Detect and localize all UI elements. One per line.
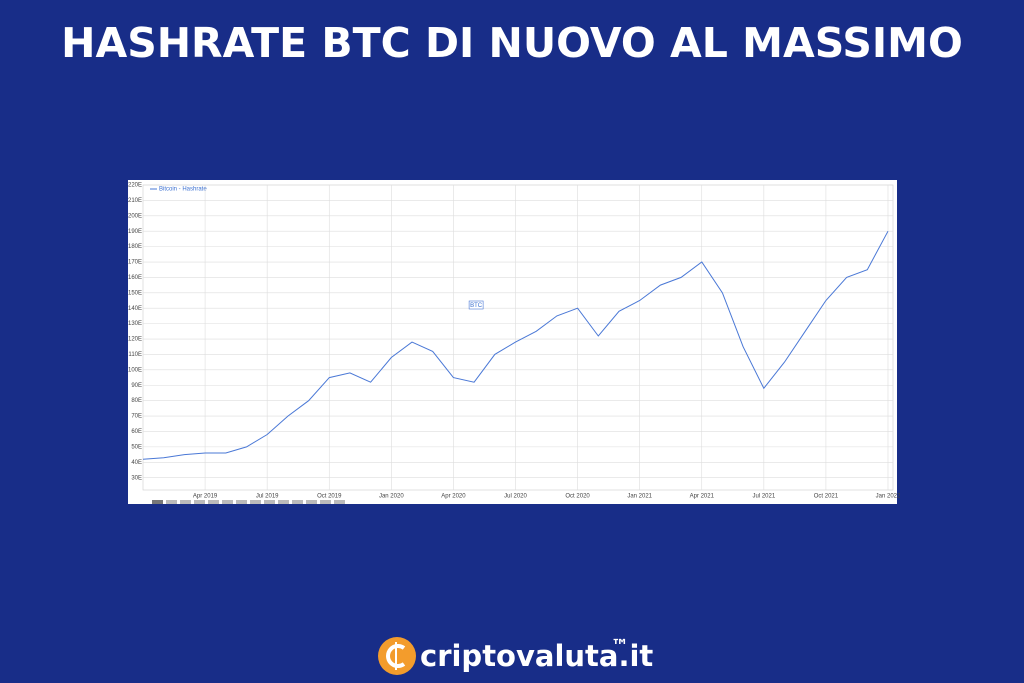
y-tick-label: 140E <box>128 306 142 312</box>
y-tick-label: 90E <box>131 383 142 389</box>
range-button <box>208 500 219 504</box>
y-tick-label: 110E <box>128 352 142 358</box>
line <box>142 230 889 460</box>
x-tick-label: Jan 2021 <box>627 494 652 500</box>
range-button <box>278 500 289 504</box>
range-buttons <box>152 500 345 504</box>
range-button <box>334 500 345 504</box>
range-button <box>264 500 275 504</box>
range-button <box>306 500 317 504</box>
range-button <box>194 500 205 504</box>
page-title: HASHRATE BTC DI NUOVO AL MASSIMO <box>61 19 963 67</box>
plot: 30E 40E 50E 60E 70E 80E 90E 100E 110E 120E 130E 140… <box>128 183 901 500</box>
range-button <box>292 500 303 504</box>
y-tick-label: 190E <box>128 229 142 235</box>
y-tick-label: 120E <box>128 337 142 343</box>
y-tick-label: 200E <box>128 213 142 219</box>
annotation: BTC <box>470 303 483 309</box>
x-tick-label: Oct 2019 <box>317 494 342 500</box>
y-tick-label: 30E <box>131 475 142 481</box>
x-tick-label: Apr 2021 <box>690 494 715 500</box>
range-button <box>320 500 331 504</box>
x-tick-label: Oct 2020 <box>565 494 590 500</box>
y-tick-label: 60E <box>131 429 142 435</box>
y-tick-label: 170E <box>128 260 142 266</box>
logo-text: criptovaluta.it <box>420 639 653 673</box>
x-tick-label: Jul 2021 <box>752 494 775 500</box>
range-button <box>250 500 261 504</box>
y-tick-label: 150E <box>128 290 142 296</box>
annotation-box <box>468 300 484 310</box>
y-tick-label: 180E <box>128 244 142 250</box>
chart-panel <box>128 180 897 504</box>
range-button <box>180 500 191 504</box>
range-button <box>222 500 233 504</box>
y-tick-label: 50E <box>131 444 142 450</box>
logo-icon-c <box>386 644 406 668</box>
y-tick-label: 40E <box>131 460 142 466</box>
x-tick-label: Jan 2020 <box>379 494 404 500</box>
range-button <box>152 500 163 504</box>
y-tick-label: 220E <box>128 183 142 189</box>
legend-label: Bitcoin - Hashrate <box>159 187 207 193</box>
y-tick-label: 210E <box>128 198 142 204</box>
y-tick-label: 80E <box>131 398 142 404</box>
range-button <box>236 500 247 504</box>
x-tick-label: Jan 2022 <box>876 494 901 500</box>
range-button <box>166 500 177 504</box>
logo: criptovaluta.it ™ <box>378 636 653 675</box>
x-tick-label: Jul 2020 <box>504 494 527 500</box>
y-tick-label: 160E <box>128 275 142 281</box>
y-tick-label: 100E <box>128 367 142 373</box>
logo-mark: ™ <box>611 636 629 657</box>
x-tick-label: Oct 2021 <box>814 494 839 500</box>
y-tick-label: 70E <box>131 414 142 420</box>
y-tick-label: 130E <box>128 321 142 327</box>
x-tick-label: Apr 2019 <box>193 494 218 500</box>
x-tick-label: Jul 2019 <box>256 494 279 500</box>
x-tick-label: Apr 2020 <box>441 494 466 500</box>
